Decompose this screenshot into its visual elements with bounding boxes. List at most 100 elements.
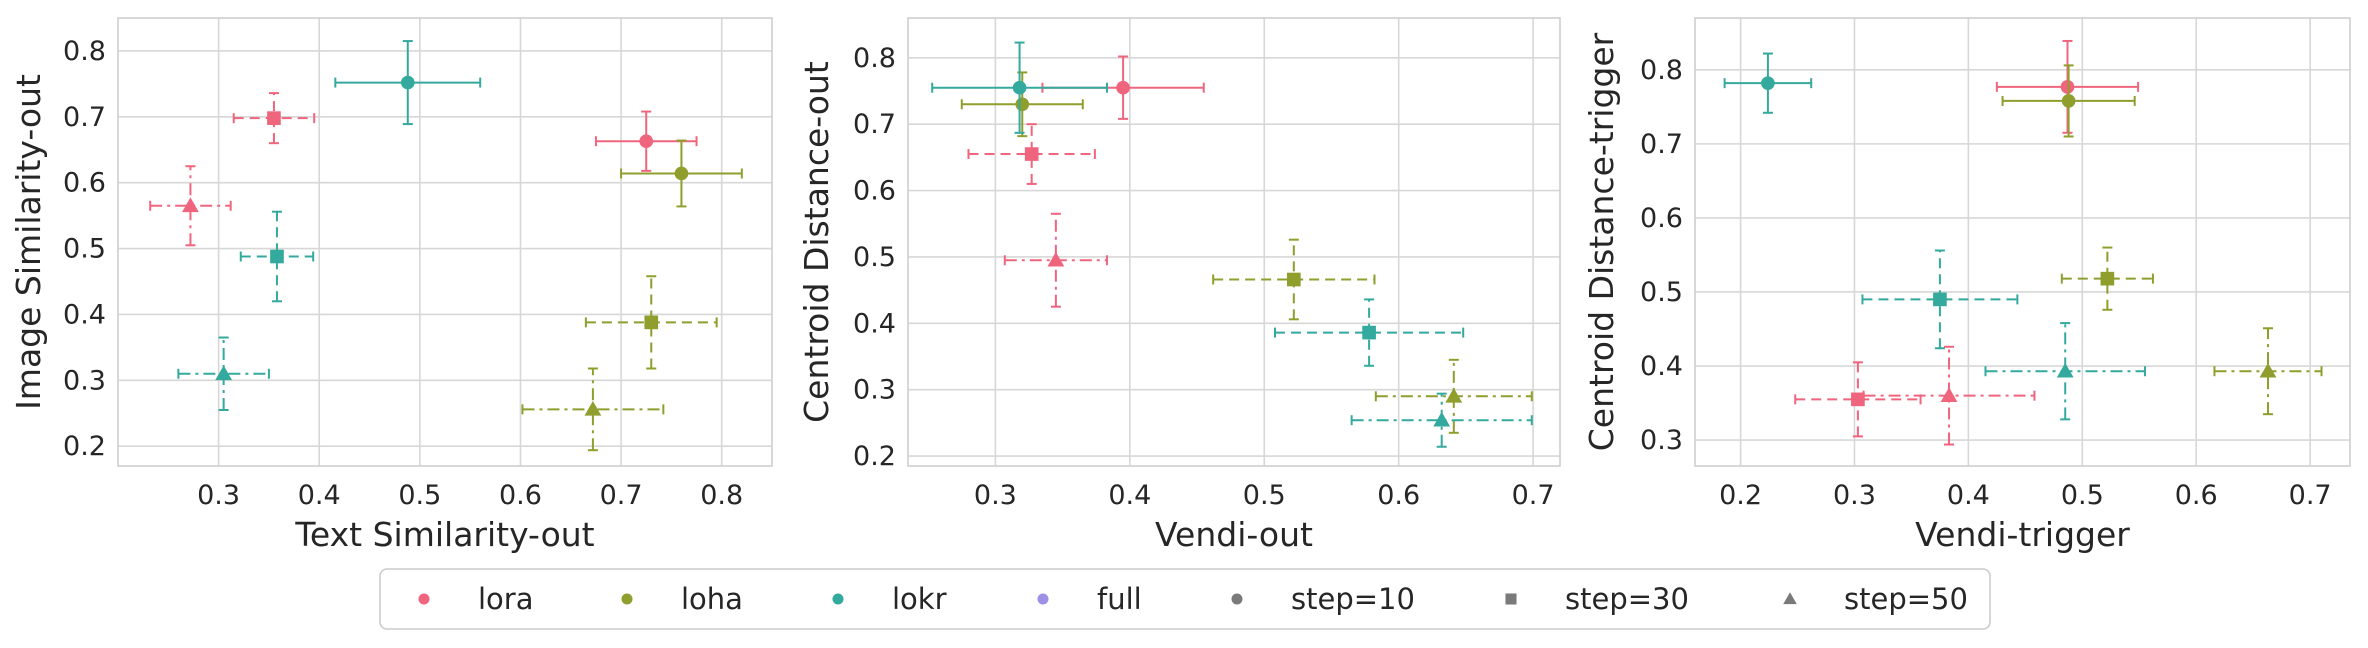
data-point-lokr-step-50 — [1984, 322, 2146, 421]
y-axis-label: Centroid Distance-trigger — [1582, 32, 1621, 451]
x-tick-label: 0.5 — [1243, 480, 1286, 511]
legend-marker — [1231, 593, 1243, 605]
data-point-lora-step-30 — [967, 123, 1096, 185]
data-point-lokr-step-30 — [1861, 249, 2019, 350]
point-marker — [674, 166, 689, 181]
legend-label: step=30 — [1565, 582, 1689, 616]
y-tick-label: 0.7 — [853, 109, 896, 140]
data-point-lora-step-30 — [232, 92, 316, 145]
y-tick-label: 0.5 — [63, 234, 106, 265]
x-tick-label: 0.7 — [2289, 480, 2332, 511]
x-tick-label: 0.6 — [2175, 480, 2218, 511]
data-point-lokr-step-10 — [334, 40, 482, 126]
legend-entry-loha: loha — [621, 582, 743, 616]
x-tick-label: 0.4 — [1108, 480, 1151, 511]
point-marker — [270, 249, 284, 264]
panel-3: 0.2 0.3 0.4 0.5 0.6 0.7 0.3 0.4 0.5 0.6 0.7 0.8 Vend… — [1582, 17, 2351, 554]
data-point-lora-step-50 — [1003, 212, 1108, 308]
y-axis-label: Centroid Distance-out — [797, 61, 836, 423]
data-point-lora-step-10 — [1995, 39, 2140, 134]
legend-marker — [1783, 592, 1797, 605]
data-point-lokr-step-30 — [1274, 298, 1465, 367]
legend: lora loha lokr full step=10 step=30 step=50 — [379, 568, 1991, 630]
point-marker — [2259, 362, 2277, 378]
y-tick-label: 0.2 — [63, 431, 106, 462]
point-marker — [215, 365, 233, 381]
y-tick-label: 0.7 — [1640, 129, 1683, 160]
data-point-lokr-step-50 — [1350, 392, 1533, 448]
point-marker — [1286, 272, 1301, 287]
x-tick-label: 0.6 — [499, 480, 542, 511]
x-tick-label: 0.4 — [298, 480, 341, 511]
point-marker — [584, 400, 602, 416]
data-point-lokr-step-10 — [931, 41, 1108, 134]
x-tick-label: 0.6 — [1377, 480, 1420, 511]
legend-marker — [1505, 593, 1517, 605]
data-point-loha-step-10 — [620, 139, 743, 208]
point-marker — [1851, 392, 1865, 407]
legend-marker — [621, 593, 633, 605]
point-marker — [267, 111, 281, 125]
panel-1: 0.3 0.4 0.5 0.6 0.7 0.8 0.2 0.3 0.4 0.5 0.6 0.7 0.8 T… — [9, 17, 773, 554]
x-tick-label: 0.3 — [974, 480, 1017, 511]
legend-label: lora — [478, 582, 534, 616]
plot-area — [908, 18, 1560, 466]
data-point-loha-step-30 — [584, 275, 718, 370]
y-tick-label: 0.4 — [63, 299, 106, 330]
point-marker — [1047, 251, 1065, 267]
y-tick-label: 0.7 — [63, 102, 106, 133]
y-tick-label: 0.8 — [853, 43, 896, 74]
y-tick-label: 0.8 — [63, 36, 106, 67]
point-marker — [1024, 147, 1039, 161]
point-marker — [1761, 76, 1775, 90]
data-point-loha-step-30 — [2060, 246, 2154, 311]
legend-marker — [1037, 593, 1049, 605]
point-marker — [2060, 80, 2075, 94]
point-marker — [644, 315, 659, 330]
data-point-loha-step-30 — [1212, 238, 1376, 321]
point-marker — [1933, 292, 1947, 307]
y-tick-label: 0.6 — [63, 168, 106, 199]
legend-label: loha — [681, 582, 743, 616]
point-marker — [2056, 362, 2074, 378]
x-axis-label: Vendi-out — [1155, 515, 1313, 554]
x-tick-label: 0.2 — [1719, 480, 1762, 511]
legend-label: step=50 — [1844, 582, 1968, 616]
y-tick-label: 0.3 — [1640, 425, 1683, 456]
axes-frame — [907, 17, 1561, 467]
y-tick-label: 0.4 — [853, 308, 896, 339]
point-marker — [2100, 271, 2115, 286]
data-point-loha-step-50 — [1374, 358, 1533, 434]
y-tick-label: 0.6 — [853, 176, 896, 207]
y-tick-label: 0.2 — [853, 441, 896, 472]
x-tick-label: 0.4 — [1947, 480, 1990, 511]
legend-marker — [832, 593, 844, 605]
legend-label: lokr — [892, 582, 947, 616]
legend-label: full — [1097, 582, 1142, 616]
data-point-loha-step-10 — [960, 71, 1084, 138]
legend-entry-step-10: step=10 — [1231, 582, 1415, 616]
plot-area — [118, 18, 772, 466]
point-marker — [1012, 80, 1027, 95]
data-point-loha-step-50 — [521, 367, 665, 452]
x-axis-label: Vendi-trigger — [1915, 515, 2130, 554]
x-tick-label: 0.5 — [398, 480, 441, 511]
legend-entry-full: full — [1037, 582, 1142, 616]
y-tick-label: 0.8 — [1640, 55, 1683, 86]
y-tick-label: 0.5 — [1640, 277, 1683, 308]
x-axis-label: Text Similarity-out — [294, 515, 594, 554]
legend-entry-step-50: step=50 — [1783, 582, 1968, 616]
axes-frame — [117, 17, 773, 467]
point-marker — [1433, 411, 1451, 427]
point-marker — [1015, 97, 1030, 112]
y-tick-label: 0.3 — [63, 365, 106, 396]
x-tick-label: 0.7 — [600, 480, 643, 511]
data-point-lokr-step-10 — [1723, 52, 1813, 114]
y-tick-label: 0.3 — [853, 375, 896, 406]
data-point-lora-step-50 — [149, 165, 232, 247]
y-tick-label: 0.6 — [1640, 203, 1683, 234]
y-axis-label: Image Similarity-out — [9, 74, 48, 410]
data-point-lokr-step-30 — [239, 210, 315, 303]
x-tick-label: 0.7 — [1512, 480, 1555, 511]
